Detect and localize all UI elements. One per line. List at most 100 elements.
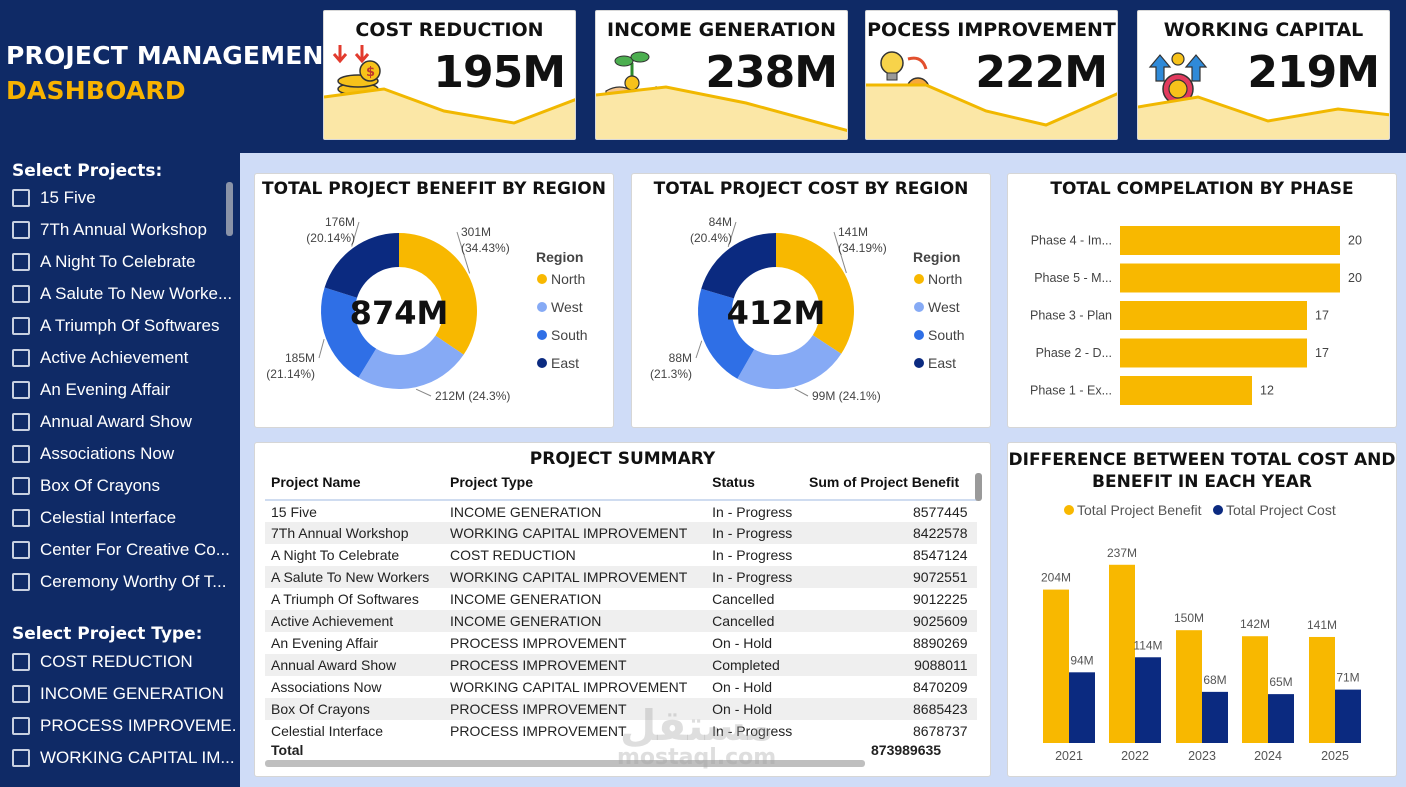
phase-bar[interactable] xyxy=(1120,226,1340,255)
checkbox[interactable] xyxy=(12,541,30,559)
table-row[interactable]: Associations Now WORKING CAPITAL IMPROVEM… xyxy=(265,676,977,698)
project-checkbox-item[interactable]: 7Th Annual Workshop xyxy=(12,220,236,240)
slice-value-label: 99M (24.1%) xyxy=(812,389,881,403)
legend-label[interactable]: South xyxy=(551,327,588,343)
legend-label-benefit[interactable]: Total Project Benefit xyxy=(1077,502,1202,518)
column-header[interactable]: Project Name xyxy=(265,469,444,501)
checkbox[interactable] xyxy=(12,253,30,271)
column-header[interactable]: Project Type xyxy=(444,469,707,501)
kpi-card-process-improvement[interactable]: POCESS IMPROVEMENT 222M xyxy=(865,10,1118,140)
kpi-card-income-generation[interactable]: INCOME GENERATION 238M xyxy=(595,10,848,140)
project-type-checkbox-item[interactable]: PROCESS IMPROVEME... xyxy=(12,716,236,736)
benefit-bar[interactable] xyxy=(1109,564,1135,743)
table-row[interactable]: An Evening Affair PROCESS IMPROVEMENT On -… xyxy=(265,632,977,654)
table-row[interactable]: 15 Five INCOME GENERATION In - Progress 857… xyxy=(265,500,977,522)
checkbox[interactable] xyxy=(12,573,30,591)
project-checkbox-item[interactable]: A Salute To New Worke... xyxy=(12,284,236,304)
donut-slice-west[interactable] xyxy=(358,335,464,389)
project-checkbox-item[interactable]: Associations Now xyxy=(12,444,236,464)
project-checkbox-item[interactable]: Ceremony Worthy Of T... xyxy=(12,572,236,592)
table-row[interactable]: A Triumph Of Softwares INCOME GENERATION C… xyxy=(265,588,977,610)
benefit-bar[interactable] xyxy=(1176,630,1202,743)
project-checkbox-item[interactable]: Box Of Crayons xyxy=(12,476,236,496)
benefit-donut-chart[interactable]: 301M (34.43%) 212M (24.3%) 185M (21.14%) 176M… xyxy=(255,174,615,429)
kpi-card-cost-reduction[interactable]: COST REDUCTION $ 195M xyxy=(323,10,576,140)
checkbox[interactable] xyxy=(12,317,30,335)
year-tick-label: 2022 xyxy=(1121,749,1149,763)
legend-label[interactable]: South xyxy=(928,327,965,343)
legend-label[interactable]: North xyxy=(551,271,585,287)
cost-bar[interactable] xyxy=(1069,672,1095,743)
checkbox[interactable] xyxy=(12,749,30,767)
table-vertical-scrollbar[interactable] xyxy=(975,473,982,501)
donut-slice-east[interactable] xyxy=(701,233,776,299)
legend-label-cost[interactable]: Total Project Cost xyxy=(1226,502,1336,518)
donut-slice-south[interactable] xyxy=(321,287,377,378)
project-checkbox-item[interactable]: Annual Award Show xyxy=(12,412,236,432)
cost-bar[interactable] xyxy=(1202,691,1228,743)
cost-bar[interactable] xyxy=(1135,657,1161,743)
phase-bar[interactable] xyxy=(1120,263,1340,293)
project-type-checkbox-item[interactable]: INCOME GENERATION xyxy=(12,684,236,704)
projects-scrollbar[interactable] xyxy=(226,182,233,236)
column-header[interactable]: Status xyxy=(706,469,804,501)
table-horizontal-scrollbar[interactable] xyxy=(265,760,865,767)
phase-bar-chart[interactable]: Phase 4 - Im... 20 Phase 5 - M... 20 Phase 3… xyxy=(1008,174,1398,429)
table-row[interactable]: Celestial Interface PROCESS IMPROVEMENT In… xyxy=(265,720,977,739)
cost-bar[interactable] xyxy=(1268,694,1294,743)
donut-slice-north[interactable] xyxy=(399,233,477,355)
project-item-label: 7Th Annual Workshop xyxy=(40,220,207,239)
cost-donut-chart[interactable]: 141M (34.19%) 99M (24.1%) 88M (21.3%) 84M (20.… xyxy=(632,174,992,429)
phase-bar[interactable] xyxy=(1120,338,1307,368)
table-row[interactable]: Annual Award Show PROCESS IMPROVEMENT Comp… xyxy=(265,654,977,676)
table-row[interactable]: Active Achievement INCOME GENERATION Cance… xyxy=(265,610,977,632)
project-checkbox-item[interactable]: A Night To Celebrate xyxy=(12,252,236,272)
legend-label[interactable]: North xyxy=(928,271,962,287)
project-item-label: An Evening Affair xyxy=(40,380,171,399)
phase-bar[interactable] xyxy=(1120,376,1252,405)
project-checkbox-item[interactable]: Active Achievement xyxy=(12,348,236,368)
checkbox[interactable] xyxy=(12,381,30,399)
yearly-bar-chart[interactable]: Total Project Benefit Total Project Cost 2… xyxy=(1008,443,1398,778)
year-tick-label: 2021 xyxy=(1055,749,1083,763)
checkbox[interactable] xyxy=(12,717,30,735)
benefit-bar[interactable] xyxy=(1242,636,1268,743)
benefit-bar[interactable] xyxy=(1309,636,1335,743)
checkbox[interactable] xyxy=(12,349,30,367)
project-checkbox-item[interactable]: Celestial Interface xyxy=(12,508,236,528)
legend-label[interactable]: East xyxy=(551,355,579,371)
donut-slice-south[interactable] xyxy=(698,288,755,379)
phase-bar[interactable] xyxy=(1120,301,1307,330)
legend-label[interactable]: West xyxy=(551,299,583,315)
table-row[interactable]: A Night To Celebrate COST REDUCTION In - P… xyxy=(265,544,977,566)
project-checkbox-item[interactable]: A Triumph Of Softwares xyxy=(12,316,236,336)
table-row[interactable]: A Salute To New Workers WORKING CAPITAL I… xyxy=(265,566,977,588)
legend-label[interactable]: East xyxy=(928,355,956,371)
donut-slice-north[interactable] xyxy=(776,233,854,354)
project-type-item-label: COST REDUCTION xyxy=(40,652,193,671)
column-header[interactable]: Sum of Project Benefit xyxy=(803,469,974,501)
project-checkbox-item[interactable]: An Evening Affair xyxy=(12,380,236,400)
checkbox[interactable] xyxy=(12,477,30,495)
checkbox[interactable] xyxy=(12,189,30,207)
checkbox[interactable] xyxy=(12,445,30,463)
table-row[interactable]: 7Th Annual Workshop WORKING CAPITAL IMPRO… xyxy=(265,522,977,544)
checkbox[interactable] xyxy=(12,221,30,239)
checkbox[interactable] xyxy=(12,685,30,703)
checkbox[interactable] xyxy=(12,653,30,671)
project-checkbox-item[interactable]: 15 Five xyxy=(12,188,236,208)
donut-slice-west[interactable] xyxy=(737,335,842,389)
benefit-bar[interactable] xyxy=(1043,589,1069,743)
project-type-checkbox-item[interactable]: WORKING CAPITAL IM... xyxy=(12,748,236,768)
project-type-checkbox-item[interactable]: COST REDUCTION xyxy=(12,652,236,672)
panel-title-line-1: DIFFERENCE BETWEEN TOTAL COST AND xyxy=(1008,450,1396,470)
table-row[interactable]: Box Of Crayons PROCESS IMPROVEMENT On - Ho… xyxy=(265,698,977,720)
checkbox[interactable] xyxy=(12,509,30,527)
kpi-card-working-capital[interactable]: WORKING CAPITAL 219M xyxy=(1137,10,1390,140)
checkbox[interactable] xyxy=(12,285,30,303)
project-checkbox-item[interactable]: Center For Creative Co... xyxy=(12,540,236,560)
donut-slice-east[interactable] xyxy=(324,233,399,298)
legend-label[interactable]: West xyxy=(928,299,960,315)
cost-bar[interactable] xyxy=(1335,689,1361,743)
checkbox[interactable] xyxy=(12,413,30,431)
